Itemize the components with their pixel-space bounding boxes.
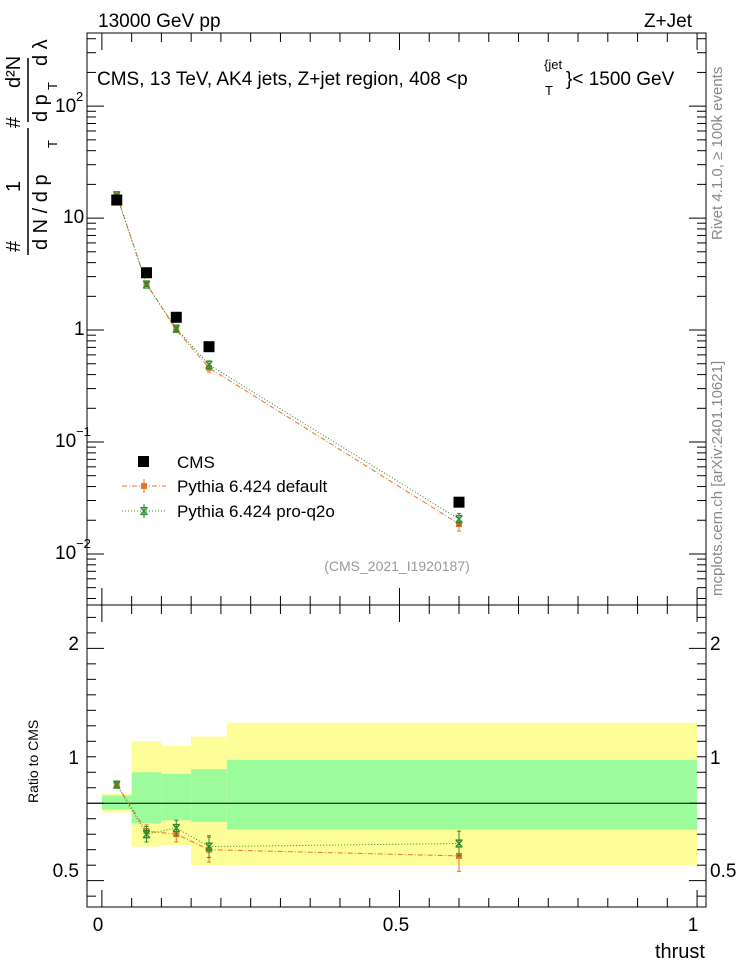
cms-point-1 <box>141 267 153 279</box>
legend-marker-cms <box>138 456 149 467</box>
ytick-label-1: 1 <box>74 319 85 340</box>
xtick-label-1: 1 <box>688 915 699 936</box>
cms-point-4 <box>453 496 465 508</box>
ratio-ytick-label-right-2: 2 <box>710 634 721 655</box>
ytick-label-10: 10 <box>63 207 84 228</box>
legend-marker-default <box>141 483 147 489</box>
xtick-label-0.5: 0.5 <box>383 915 409 936</box>
ytick-label-1e2: 10 <box>55 96 76 117</box>
main-line-2 <box>116 195 460 520</box>
ytick-label-1e2-exp: 2 <box>76 89 83 104</box>
inner-band-2 <box>161 773 192 821</box>
legend-marker-proq2o <box>140 506 148 516</box>
ylabel-frac1-num: 1 <box>3 181 25 192</box>
energy-label: 13000 GeV pp <box>98 11 221 32</box>
ratio-frame <box>86 604 707 908</box>
ylabel-frac1-den: d N / d p <box>30 174 52 250</box>
process-label: Z+Jet <box>644 11 693 32</box>
legend-label-cms: CMS <box>177 453 215 472</box>
ratio-point-2-1 <box>143 830 151 839</box>
ylabel-frac2-num: d²N <box>3 56 25 88</box>
ratio-ytick-label-right-0.5: 0.5 <box>710 861 736 882</box>
ylabel-frac1-sub: T <box>45 140 60 148</box>
cms-point-2 <box>170 311 182 323</box>
analysis-watermark: (CMS_2021_I1920187) <box>324 558 470 574</box>
main-tick-marks <box>87 33 706 605</box>
ylabel-frac2-tail: d λ <box>30 39 52 66</box>
ratio-point-2-2 <box>172 823 180 833</box>
main-point-2-2 <box>172 324 180 333</box>
ratio-data <box>113 780 463 872</box>
legend: CMS Pythia 6.424 default Pythia 6.424 pr… <box>122 453 335 521</box>
x-axis-label: thrust <box>655 941 705 963</box>
main-point-2-4 <box>455 514 463 524</box>
ratio-ytick-label-2: 2 <box>68 634 79 655</box>
legend-label-proq2o: Pythia 6.424 pro-q2o <box>177 502 335 521</box>
ratio-point-2-0 <box>113 780 121 789</box>
x-tick-labels: 0 0.5 1 <box>93 915 699 936</box>
ylabel-frac2-hash: # <box>3 116 25 128</box>
main-y-tick-labels: 10 −2 10 −1 1 10 10 2 <box>55 89 91 564</box>
ytick-label-1e-2-exp: −2 <box>76 536 91 551</box>
main-line-1 <box>116 195 460 525</box>
ytick-label-1e-1-exp: −1 <box>76 424 91 439</box>
inner-band-1 <box>131 772 162 824</box>
ratio-bands <box>101 722 698 866</box>
ratio-y-tick-labels: 0.5 1 2 0.5 1 2 <box>53 634 737 882</box>
ytick-label-1e-2: 10 <box>55 543 76 564</box>
rivet-label: Rivet 4.1.0, ≥ 100k events <box>709 67 726 240</box>
inner-band-0 <box>101 795 132 810</box>
cms-point-3 <box>203 341 215 353</box>
main-title: CMS, 13 TeV, AK4 jets, Z+jet region, 408… <box>97 57 675 98</box>
ratio-line-1 <box>116 784 460 857</box>
main-point-2-3 <box>205 360 213 369</box>
main-data <box>111 191 465 532</box>
main-panel: 10 −2 10 −1 1 10 10 2 CMS, 13 TeV, AK4 j… <box>3 32 707 606</box>
cms-point-0 <box>111 194 123 206</box>
main-y-axis-label: 1 # d N / d p T d²N # d p T d λ <box>3 39 60 255</box>
ylabel-frac2-sub: T <box>45 82 60 90</box>
ratio-point-2-4 <box>455 839 463 848</box>
inner-band-3 <box>191 769 227 822</box>
main-title-text: CMS, 13 TeV, AK4 jets, Z+jet region, 408… <box>97 69 468 90</box>
main-title-tail: }< 1500 GeV <box>566 69 675 90</box>
main-title-super: {jet <box>544 57 562 72</box>
ylabel-frac2-den: d p <box>30 94 52 122</box>
ytick-label-1e-1: 10 <box>55 431 76 452</box>
ratio-ytick-label-0.5: 0.5 <box>53 861 79 882</box>
ratio-y-axis-label: Ratio to CMS <box>25 720 41 803</box>
inner-band-4 <box>226 759 698 830</box>
ratio-ytick-label-right-1: 1 <box>710 748 721 769</box>
main-title-sub: T <box>545 83 553 98</box>
ratio-ytick-label-1: 1 <box>68 748 79 769</box>
xtick-label-0: 0 <box>93 915 104 936</box>
mcplots-label: mcplots.cern.ch [arXiv:2401.10621] <box>709 361 726 596</box>
legend-label-default: Pythia 6.424 default <box>177 477 328 496</box>
ratio-point-2-3 <box>205 842 213 851</box>
ratio-tick-marks <box>87 605 706 907</box>
ratio-panel: 0.5 1 2 0.5 1 2 0 0.5 1 Ratio to CMS thr… <box>25 604 737 963</box>
ylabel-frac1-hash: # <box>3 240 25 252</box>
main-point-2-1 <box>143 280 151 289</box>
